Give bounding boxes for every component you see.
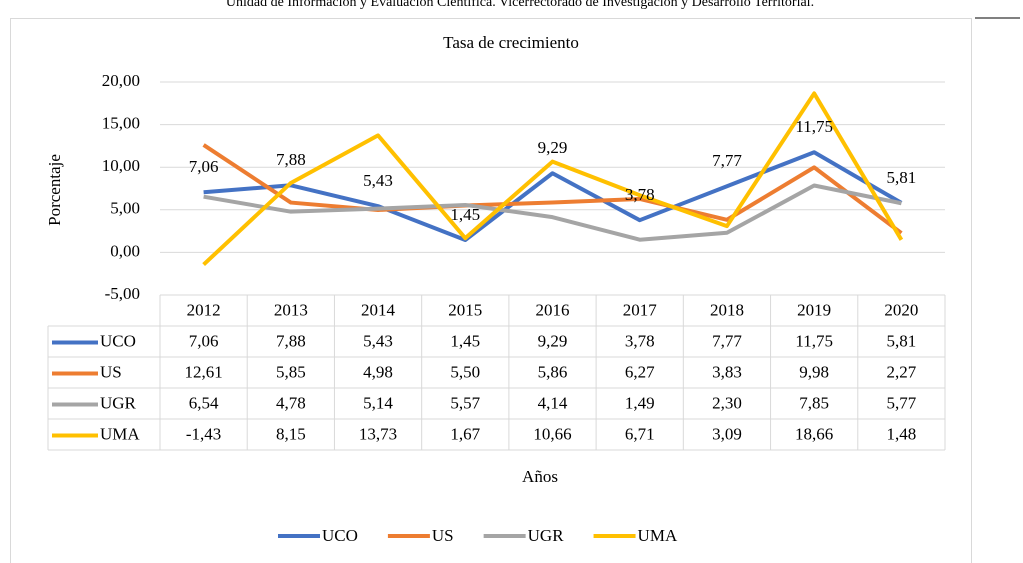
x-tick-label: 2019 (797, 300, 831, 319)
x-tick-label: 2012 (187, 300, 221, 319)
data-label: 5,81 (887, 168, 917, 187)
x-tick-label: 2020 (884, 300, 918, 319)
series-line (203, 150, 903, 243)
y-tick-label: 15,00 (102, 114, 140, 133)
table-cell: 5,77 (887, 393, 917, 412)
table-cell: 6,54 (189, 393, 219, 412)
table-cell: 5,50 (450, 362, 480, 381)
chart-title: Tasa de crecimiento (443, 33, 579, 52)
table-cell: 1,48 (887, 424, 917, 443)
y-tick-label: 0,00 (110, 241, 140, 260)
legend-label: UMA (638, 526, 678, 545)
table-cell: 5,81 (887, 331, 917, 350)
x-axis-label: Años (522, 467, 558, 486)
table-cell: 5,85 (276, 362, 306, 381)
x-tick-label: 2017 (623, 300, 658, 319)
legend-label: US (432, 526, 454, 545)
table-cell: 12,61 (184, 362, 222, 381)
table-cell: 4,14 (538, 393, 568, 412)
table-cell: 9,29 (538, 331, 568, 350)
table-cell: 6,71 (625, 424, 655, 443)
table-cell: 10,66 (533, 424, 571, 443)
y-tick-label: -5,00 (105, 284, 140, 303)
data-label: 7,88 (276, 150, 306, 169)
table-series-name: UGR (100, 393, 137, 412)
table-cell: 3,78 (625, 331, 655, 350)
table-cell: 3,09 (712, 424, 742, 443)
table-cell: 18,66 (795, 424, 833, 443)
table-cell: 5,14 (363, 393, 393, 412)
table-cell: 1,49 (625, 393, 655, 412)
table-cell: 7,77 (712, 331, 742, 350)
chart-frame (10, 18, 972, 563)
x-tick-label: 2014 (361, 300, 396, 319)
table-cell: 1,67 (450, 424, 480, 443)
y-tick-label: 20,00 (102, 71, 140, 90)
table-cell: 2,27 (887, 362, 917, 381)
table-cell: 5,57 (450, 393, 480, 412)
table-series-name: UMA (100, 424, 140, 443)
x-tick-label: 2013 (274, 300, 308, 319)
table-cell: 3,83 (712, 362, 742, 381)
table-series-name: US (100, 362, 122, 381)
table-cell: 7,85 (799, 393, 829, 412)
page-header: Unidad de Información y Evaluación Cient… (226, 0, 814, 10)
legend-label: UCO (322, 526, 358, 545)
series-line (203, 183, 902, 242)
legend-label: UGR (528, 526, 565, 545)
data-label: 1,45 (450, 205, 480, 224)
table-cell: 4,78 (276, 393, 306, 412)
data-label: 5,43 (363, 171, 393, 190)
data-label: 11,75 (795, 117, 833, 136)
table-series-name: UCO (100, 331, 136, 350)
table-cell: 6,27 (625, 362, 655, 381)
table-cell: 5,86 (538, 362, 568, 381)
series-line (202, 91, 904, 267)
table-cell: 7,06 (189, 331, 219, 350)
table-cell: 4,98 (363, 362, 393, 381)
table-cell: 8,15 (276, 424, 306, 443)
table-cell: 7,88 (276, 331, 306, 350)
table-cell: 9,98 (799, 362, 829, 381)
x-tick-label: 2018 (710, 300, 744, 319)
data-label: 3,78 (625, 185, 655, 204)
y-axis-label: Porcentaje (45, 154, 64, 226)
x-tick-label: 2016 (536, 300, 570, 319)
y-tick-label: 5,00 (110, 199, 140, 218)
data-label: 7,06 (189, 157, 219, 176)
table-cell: 13,73 (359, 424, 397, 443)
x-tick-label: 2015 (448, 300, 482, 319)
table-cell: 11,75 (795, 331, 833, 350)
series-line (202, 143, 903, 235)
table-cell: 2,30 (712, 393, 742, 412)
table-cell: 1,45 (450, 331, 480, 350)
table-cell: 5,43 (363, 331, 393, 350)
data-label: 7,77 (712, 151, 742, 170)
y-tick-label: 10,00 (102, 156, 140, 175)
data-label: 9,29 (538, 138, 568, 157)
table-cell: -1,43 (186, 424, 221, 443)
